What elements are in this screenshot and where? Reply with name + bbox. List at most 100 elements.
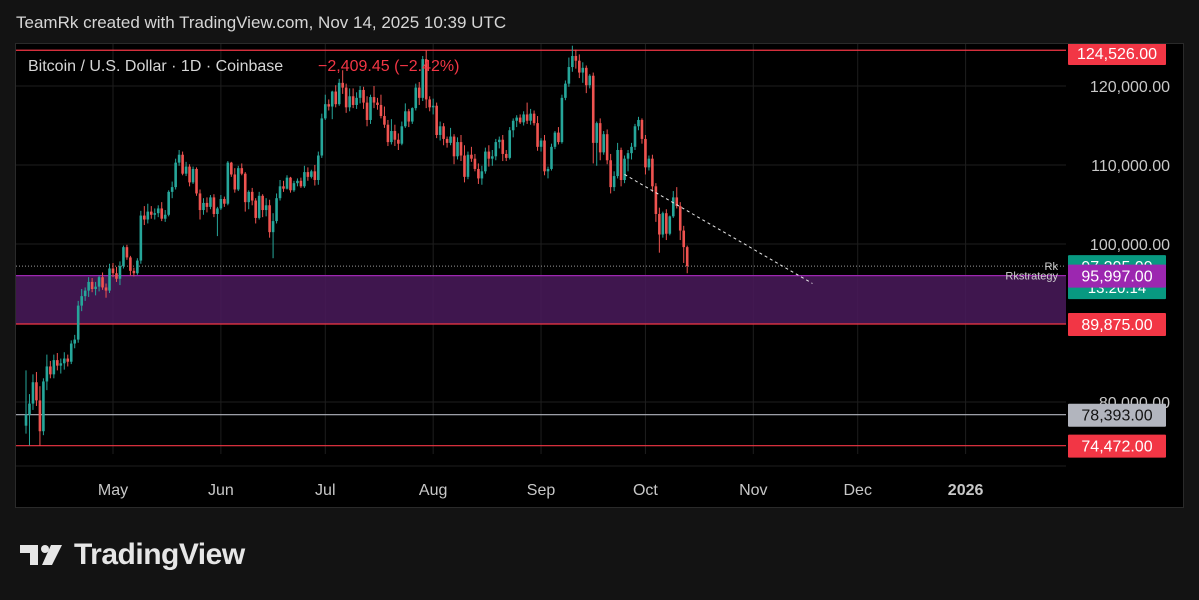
candle-body	[313, 171, 317, 181]
candle-body	[637, 119, 640, 127]
candle-body	[160, 208, 164, 219]
trendline-dashed	[624, 174, 813, 284]
tradingview-wordmark: TradingView	[74, 538, 245, 571]
candle-body	[216, 208, 219, 214]
candle-body	[428, 99, 431, 108]
candle-body	[310, 171, 313, 177]
chart-legend-symbol: Bitcoin / U.S. Dollar · 1D · Coinbase	[28, 58, 283, 75]
candle-body	[143, 215, 146, 220]
candle-body	[417, 87, 421, 98]
candle-body	[170, 187, 174, 192]
candle-body	[442, 126, 445, 139]
candle-body	[560, 97, 564, 143]
candle-body	[111, 268, 115, 274]
candle-body	[334, 91, 338, 105]
candle-body	[365, 102, 369, 120]
candle-body	[578, 60, 581, 73]
candle-body	[122, 247, 125, 267]
candle-body	[149, 211, 153, 215]
candle-body	[484, 151, 487, 172]
candle-body	[66, 358, 70, 362]
candle-body	[383, 116, 386, 125]
candle-body	[609, 160, 612, 188]
candle-body	[42, 381, 45, 432]
candle-body	[515, 117, 518, 121]
candle-body	[355, 97, 358, 105]
y-axis-tick-label: 110,000.00	[1091, 158, 1170, 175]
candle-body	[536, 123, 539, 147]
candle-body	[139, 215, 143, 261]
candle-body	[209, 197, 212, 207]
candle-body	[630, 146, 633, 154]
y-axis-tick-label: 100,000.00	[1090, 237, 1170, 254]
candle-body	[261, 195, 264, 211]
candle-body	[651, 158, 654, 187]
candle-body	[320, 118, 324, 156]
candle-body	[118, 266, 122, 279]
candle-body	[90, 281, 94, 290]
price-chart[interactable]: May Jun Jul Aug Sep Oct Nov Dec 2026 120,000.00 11…	[16, 44, 1183, 507]
candle-body	[87, 281, 90, 291]
candle-body	[292, 183, 296, 191]
candle-body	[661, 213, 665, 235]
candle-body	[125, 247, 129, 258]
candle-body	[250, 191, 254, 201]
candle-body	[344, 87, 348, 108]
candle-body	[675, 197, 679, 207]
candle-body	[623, 158, 626, 181]
candle-body	[35, 382, 38, 401]
price-label-value: 95,997.00	[1081, 269, 1152, 286]
candle-body	[529, 113, 532, 121]
candle-body	[38, 400, 42, 432]
candle-body	[104, 287, 108, 291]
candle-body	[188, 166, 191, 183]
candle-body	[129, 257, 132, 271]
chart-panel[interactable]: May Jun Jul Aug Sep Oct Nov Dec 2026 120,000.00 11…	[15, 43, 1184, 508]
candle-body	[553, 132, 557, 147]
candle-body	[511, 120, 515, 131]
candle-body	[341, 82, 344, 88]
candle-body	[435, 105, 438, 135]
candle-body	[205, 202, 209, 207]
candle-body	[456, 142, 459, 157]
candle-body	[156, 208, 160, 214]
candle-body	[491, 156, 494, 159]
candle-body	[584, 67, 588, 86]
candle-body	[181, 154, 184, 174]
candle-body	[557, 132, 560, 143]
candle-body	[358, 89, 362, 98]
candle-body	[348, 96, 351, 108]
candle-body	[163, 214, 167, 219]
candle-body	[497, 139, 501, 143]
level-line-label: Rkstrategy	[1005, 271, 1058, 283]
candle-body	[466, 154, 470, 177]
candle-body	[240, 168, 244, 174]
candle-body	[421, 59, 425, 98]
candle-body	[115, 273, 118, 279]
candle-body	[62, 358, 66, 364]
candle-body	[101, 277, 104, 288]
candle-body	[226, 162, 230, 204]
candle-body	[459, 142, 463, 156]
candle-body	[296, 180, 299, 184]
candle-body	[94, 286, 97, 290]
candle-body	[198, 193, 202, 211]
price-label-box	[1068, 312, 1166, 336]
candle-body	[236, 168, 240, 190]
candle-body	[317, 155, 320, 181]
candle-body	[602, 134, 605, 153]
candle-body	[438, 126, 442, 135]
candle-body	[337, 82, 341, 105]
candle-body	[665, 213, 668, 234]
candle-body	[567, 67, 571, 84]
candle-body	[45, 366, 49, 382]
candle-body	[574, 55, 578, 61]
candle-body	[191, 168, 195, 183]
price-label-box	[1068, 434, 1166, 458]
candle-body	[212, 197, 216, 214]
candle-body	[598, 123, 602, 153]
candle-body	[658, 213, 661, 235]
candle-body	[671, 197, 675, 217]
x-axis-tick-label: Jun	[208, 482, 234, 499]
candle-body	[372, 97, 376, 103]
